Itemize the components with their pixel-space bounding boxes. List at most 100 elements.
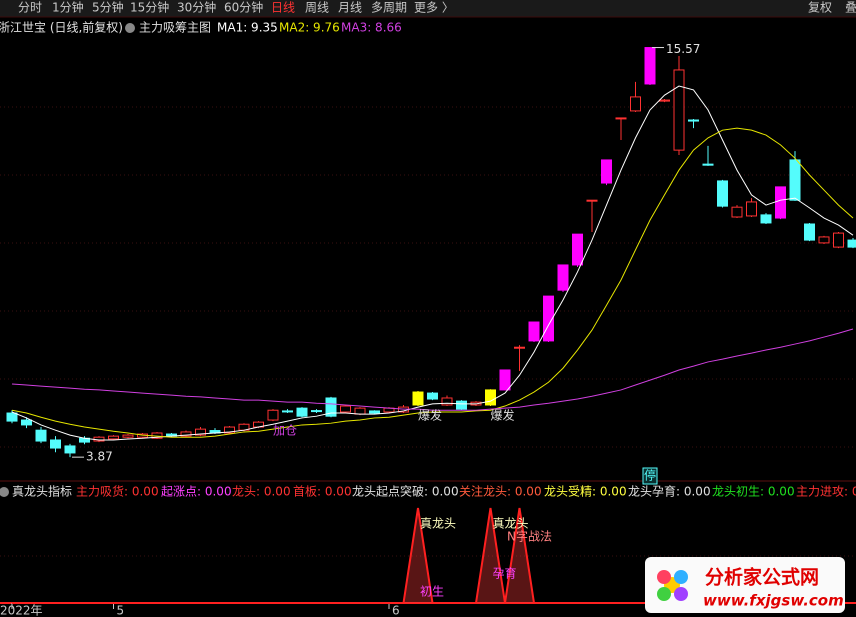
tab[interactable]: 5分钟: [92, 0, 124, 15]
legend-entry: MA2: 9.76: [279, 21, 340, 35]
candle-body: [282, 410, 293, 413]
indicator-item: 龙头受精: 0.00: [544, 485, 627, 499]
candle-body: [630, 96, 641, 112]
candle-body: [427, 392, 438, 400]
watermark-box: [645, 557, 845, 613]
candle-body: [688, 119, 699, 122]
indicator-label: 孕育: [493, 566, 517, 581]
indicator-item: 起涨点: 0.00: [161, 484, 232, 499]
toolbar: [0, 0, 856, 17]
candle-body: [659, 99, 670, 102]
security: 浙江世宝 (日线,前复权): [0, 20, 123, 35]
icon[interactable]: [125, 23, 135, 33]
indicator-item: 主力吸货: 0.00: [76, 484, 159, 499]
tab[interactable]: 周线: [305, 1, 329, 15]
candle-body: [499, 369, 511, 391]
candle-body: [818, 236, 830, 244]
logo: [674, 570, 688, 584]
candle-body: [615, 117, 627, 120]
tool-button[interactable]: 叠: [845, 1, 856, 15]
high-label: 15.57: [666, 42, 700, 56]
signal-label: 爆发: [418, 408, 442, 423]
indicator-item: 关注龙头: 0.00: [459, 484, 542, 499]
legend-entry: MA1: 9.35: [217, 21, 278, 35]
candle-body: [514, 346, 525, 349]
indicator-item: 龙头初生: 0.00: [712, 485, 795, 499]
candle-body: [412, 391, 424, 406]
tab[interactable]: 60分钟: [224, 0, 263, 15]
candle-body: [572, 233, 583, 266]
indicator-label: 真龙头: [420, 517, 456, 531]
tab[interactable]: 月线: [338, 1, 362, 15]
candle-body: [746, 201, 757, 217]
tab[interactable]: 多周期: [371, 1, 407, 15]
indicator-item: 龙头起点突破: 0.00: [352, 484, 459, 499]
candle-body: [485, 389, 496, 406]
signal-label: 爆发: [490, 408, 514, 423]
tab[interactable]: 1分钟: [52, 0, 84, 15]
candle-body: [35, 429, 47, 442]
tab[interactable]: 日线: [271, 1, 295, 15]
ma-line: [11, 127, 854, 438]
candle-body: [224, 426, 235, 434]
candle-body: [340, 405, 351, 413]
signal-label: 加仓: [273, 424, 297, 438]
indicator-title: 真龙头指标: [12, 484, 72, 499]
candle-body: [354, 407, 366, 415]
icon[interactable]: [0, 487, 9, 497]
x-tick-label: 5: [117, 604, 125, 617]
indicator-item: 主力进攻: 0.00: [796, 485, 856, 499]
indicator-label: N字战法: [507, 529, 552, 544]
halt-box: [642, 467, 658, 485]
indicator-label: 初生: [420, 585, 444, 599]
logo: [674, 587, 688, 601]
candle-body: [528, 321, 540, 342]
candle-body: [180, 431, 192, 437]
tool-button[interactable]: 复权: [808, 1, 832, 15]
tab[interactable]: 分时: [18, 1, 42, 15]
candle-body: [325, 397, 337, 417]
indicator-item: 龙头: 0.00: [232, 485, 291, 499]
logo: [657, 570, 671, 584]
candle-body: [296, 407, 308, 417]
candle-body: [21, 419, 32, 426]
candle-body: [122, 434, 134, 438]
candle-body: [760, 214, 772, 224]
toolbar-items: 分时 1分钟 5分钟 15分钟 30分钟 60分钟 日线 周线 月线 多周期 更多 〉 复权叠: [18, 0, 856, 15]
watermark-url: www.fxjgsw.com: [703, 592, 844, 610]
indicator-item: 龙头孕育: 0.00: [628, 484, 711, 499]
candle-body: [847, 239, 856, 248]
candle-body: [717, 180, 728, 207]
tab[interactable]: 15分钟: [130, 0, 169, 15]
watermark-title: 分析家公式网: [705, 566, 819, 589]
candle-body: [644, 47, 656, 85]
candle-body: [601, 159, 612, 184]
candle-body: [195, 428, 206, 436]
candle-body: [441, 397, 453, 406]
tab[interactable]: 更多 〉: [414, 1, 454, 15]
candle-body: [543, 295, 554, 342]
legend-entry: MA3: 8.66: [341, 21, 402, 35]
candle-body: [833, 232, 844, 248]
candle-body: [586, 199, 598, 202]
halt-label: 停: [644, 468, 656, 483]
indicator-label: 真龙头: [493, 517, 529, 531]
grid: [0, 106, 856, 557]
candle-body: [804, 223, 815, 241]
candle-body: [673, 69, 685, 151]
ma-line: [11, 328, 854, 411]
candle-body: [267, 409, 279, 421]
indicator-item: 首板: 0.00: [293, 485, 352, 499]
template[interactable]: 主力吸筹主图: [139, 21, 211, 35]
tab[interactable]: 30分钟: [177, 0, 216, 15]
candle-body: [108, 435, 119, 440]
watermark: 分析家公式网 www.fxjgsw.com: [645, 557, 845, 613]
candle-body: [6, 412, 18, 422]
candle-body: [557, 264, 569, 291]
candle-body: [702, 163, 714, 166]
candle-body: [369, 410, 380, 414]
low-label: 3.87: [86, 450, 113, 464]
candle-body: [731, 206, 743, 218]
x-tick-label: 2022年: [0, 604, 43, 617]
